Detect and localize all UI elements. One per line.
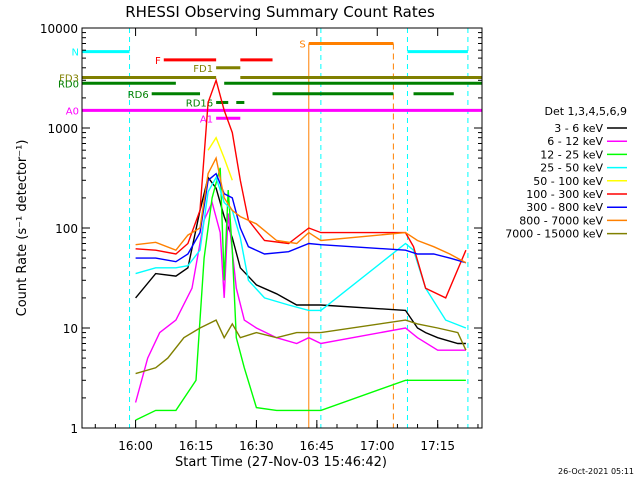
flag-label-n: N (72, 48, 79, 59)
y-tick-label: 100 (55, 222, 78, 236)
legend-entry-label: 300 - 800 keV (526, 201, 603, 214)
series-7000-15000-kev (135, 319, 467, 375)
flag-label-fd3: FD3 (59, 73, 79, 84)
flag-label-fd1: FD1 (193, 64, 213, 75)
x-tick-label: 17:00 (360, 439, 395, 453)
flag-label-s: S (299, 39, 305, 50)
x-tick-label: 16:15 (179, 439, 214, 453)
y-tick-label: 1 (70, 422, 78, 436)
legend-entry-label: 6 - 12 keV (547, 135, 603, 148)
flag-label-a0: A0 (66, 106, 79, 117)
series-800-7000-kev (135, 156, 467, 264)
x-axis-label: Start Time (27-Nov-03 15:46:42) (175, 455, 387, 470)
series-100-300-kev (135, 77, 467, 299)
legend-entry-label: 12 - 25 keV (540, 148, 603, 161)
series-lines (134, 77, 467, 421)
x-tick-label: 16:00 (118, 439, 153, 453)
series-300-800-kev (135, 172, 467, 264)
legend-entry-label: 25 - 50 keV (540, 162, 603, 175)
timestamp: 26-Oct-2021 05:11 (558, 467, 634, 476)
y-tick-label: 1000 (47, 122, 78, 136)
legend-title: Det 1,3,4,5,6,9 (544, 105, 627, 118)
legend-entry-label: 50 - 100 keV (533, 175, 603, 188)
flag-label-rd6: RD6 (128, 90, 149, 101)
x-tick-label: 16:30 (239, 439, 274, 453)
legend-entry-label: 7000 - 15000 keV (505, 228, 603, 241)
y-tick-label: 10 (63, 322, 78, 336)
chart-title: RHESSI Observing Summary Count Rates (125, 3, 435, 21)
series-50-100-kev (207, 136, 233, 181)
x-tick-label: 16:45 (300, 439, 335, 453)
flag-label-rd16: RD16 (186, 98, 213, 109)
legend-entry-label: 800 - 7000 keV (519, 214, 603, 227)
y-tick-label: 10000 (40, 22, 78, 36)
flag-label-f: F (155, 56, 161, 67)
flag-label-rd0: RD0 (58, 79, 79, 90)
legend-entry-label: 3 - 6 keV (554, 122, 603, 135)
x-tick-label: 17:15 (420, 439, 455, 453)
legend-entry-label: 100 - 300 keV (526, 188, 603, 201)
series-25-50-kev (135, 175, 467, 329)
axis-ticks: 16:00 16:15 16:30 16:45 17:00 17:15 1 10 100 1000… (40, 22, 482, 453)
series-6-12-kev (134, 200, 466, 403)
y-axis-label: Count Rate (s⁻¹ detector⁻¹) (15, 140, 30, 317)
series-12-25-kev (135, 167, 466, 421)
